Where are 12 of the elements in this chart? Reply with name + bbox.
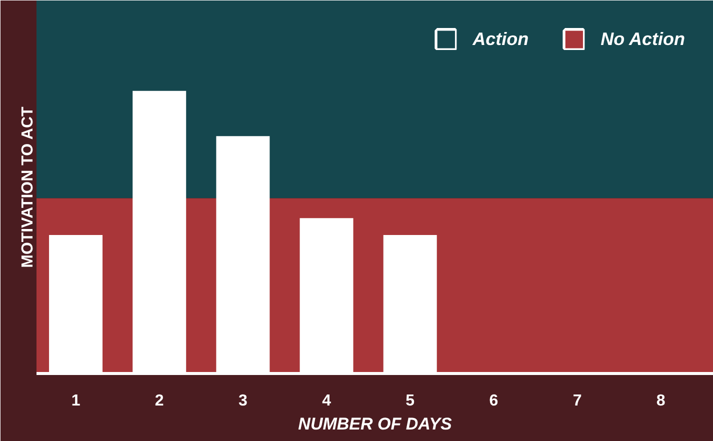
x-axis-title: NUMBER OF DAYS [298, 414, 452, 434]
legend-label: No Action [600, 28, 685, 50]
band-label: Action [472, 28, 529, 50]
x-tick-label: 5 [406, 392, 415, 410]
x-tick-label: 6 [489, 392, 498, 410]
x-tick-label: 1 [71, 392, 80, 410]
x-tick-label: 7 [572, 392, 582, 410]
y-axis-title: MOTIVATION TO ACT [20, 106, 36, 268]
x-tick-label: 8 [656, 392, 666, 410]
x-tick-label: 2 [154, 392, 164, 410]
x-tick-label: 4 [322, 392, 332, 410]
x-tick-label: 3 [238, 392, 248, 410]
